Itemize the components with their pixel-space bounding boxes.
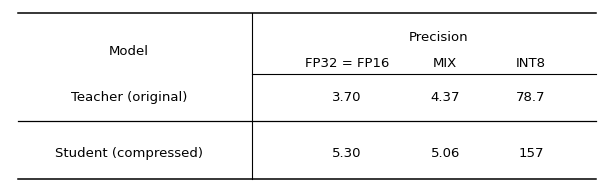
Text: Precision: Precision [409,31,469,44]
Text: 78.7: 78.7 [516,91,546,104]
Text: 3.70: 3.70 [332,91,362,104]
Text: 157: 157 [518,147,544,160]
Text: 4.37: 4.37 [430,91,460,104]
Text: INT8: INT8 [516,57,546,70]
Text: 5.30: 5.30 [332,147,362,160]
Text: MIX: MIX [433,57,457,70]
Text: FP32 = FP16: FP32 = FP16 [305,57,389,70]
Text: Student (compressed): Student (compressed) [55,147,203,160]
Text: 5.06: 5.06 [430,147,460,160]
Text: Model: Model [109,45,149,58]
Text: Teacher (original): Teacher (original) [71,91,187,104]
